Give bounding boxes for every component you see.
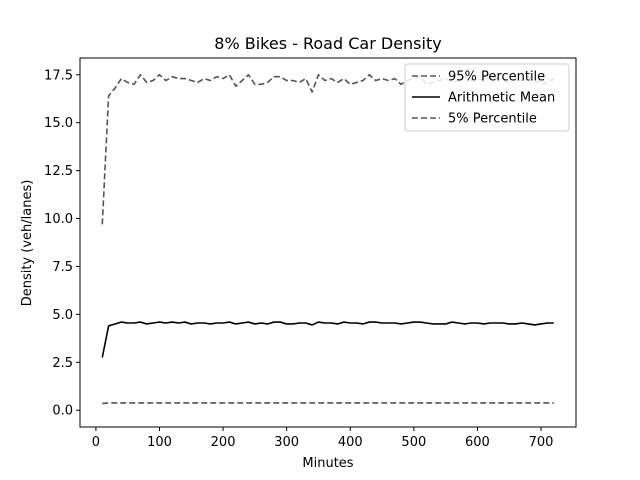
series-line-2 <box>102 402 554 405</box>
x-tick-label: 300 <box>274 435 299 450</box>
x-tick-label: 200 <box>211 435 236 450</box>
series-line-1 <box>101 321 554 358</box>
legend-label-0: 95% Percentile <box>448 70 545 85</box>
y-axis-title: Density (veh/lanes) <box>20 180 35 307</box>
x-tick-label: 600 <box>465 435 490 450</box>
x-tick-label: 700 <box>529 435 554 450</box>
y-tick-label: 10.0 <box>44 212 73 227</box>
legend-box <box>404 63 570 132</box>
axes-frame <box>79 57 577 428</box>
x-tick-label: 100 <box>147 435 172 450</box>
x-tick-label: 400 <box>338 435 363 450</box>
x-axis-title: Minutes <box>302 456 353 471</box>
y-tick-label: 7.5 <box>52 260 73 275</box>
chart-title: 8% Bikes - Road Car Density <box>214 34 441 53</box>
legend: 95% Percentile Arithmetic Mean 5% Percenti… <box>404 63 570 132</box>
y-tick-label: 17.5 <box>44 68 73 83</box>
x-tick-label: 0 <box>92 435 100 450</box>
legend-label-1: Arithmetic Mean <box>448 91 555 106</box>
axes: 0 100 200 300 400 500 600 700 0.0 2.5 5.0 7.5 10.0 12… <box>44 57 577 450</box>
y-tick-label: 2.5 <box>52 356 73 371</box>
y-tick-label: 0.0 <box>52 404 73 419</box>
y-tick-label: 5.0 <box>52 308 73 323</box>
y-tick-label: 12.5 <box>44 164 73 179</box>
y-tick-label: 15.0 <box>44 116 73 131</box>
x-tick-label: 500 <box>401 435 426 450</box>
legend-label-2: 5% Percentile <box>448 112 537 127</box>
